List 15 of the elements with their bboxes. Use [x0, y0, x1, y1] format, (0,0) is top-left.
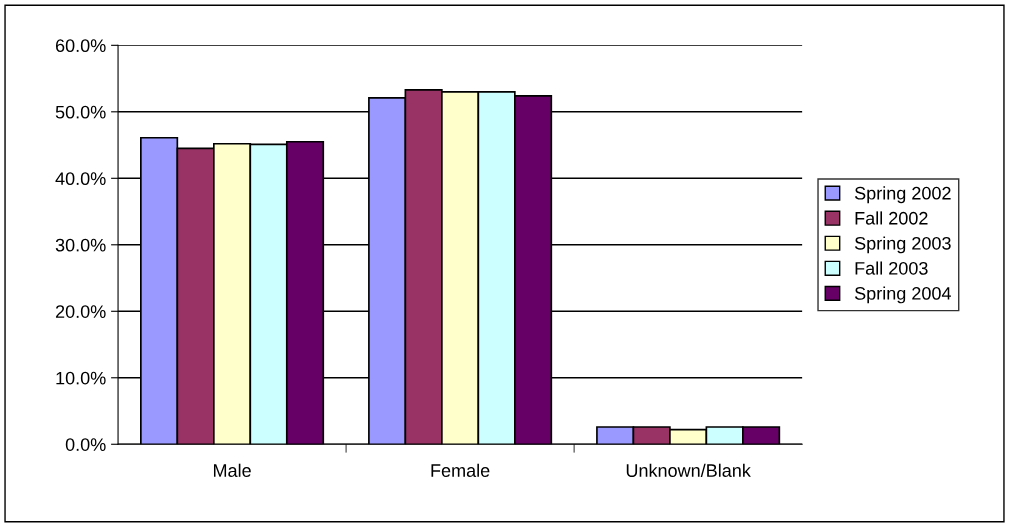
y-tick-label: 10.0% [56, 371, 106, 385]
x-tick-label: Unknown/Blank [626, 463, 751, 477]
legend-label: Spring 2002 [854, 186, 951, 204]
x-tick-label: Female [431, 463, 490, 477]
legend-label: Fall 2002 [855, 211, 928, 225]
y-tick-label: 20.0% [55, 305, 106, 318]
y-tick-label: 30.0% [55, 238, 106, 252]
legend-label: Fall 2003 [855, 261, 928, 275]
y-tick-label: 0.0% [65, 438, 106, 451]
legend-label: Spring 2003 [854, 236, 951, 254]
x-tick-label: Male [213, 463, 251, 477]
y-tick-label: 60.0% [55, 39, 106, 53]
y-tick-label: 50.0% [55, 105, 106, 119]
y-tick-label: 40.0% [55, 172, 106, 186]
legend-label: Spring 2004 [854, 286, 951, 304]
